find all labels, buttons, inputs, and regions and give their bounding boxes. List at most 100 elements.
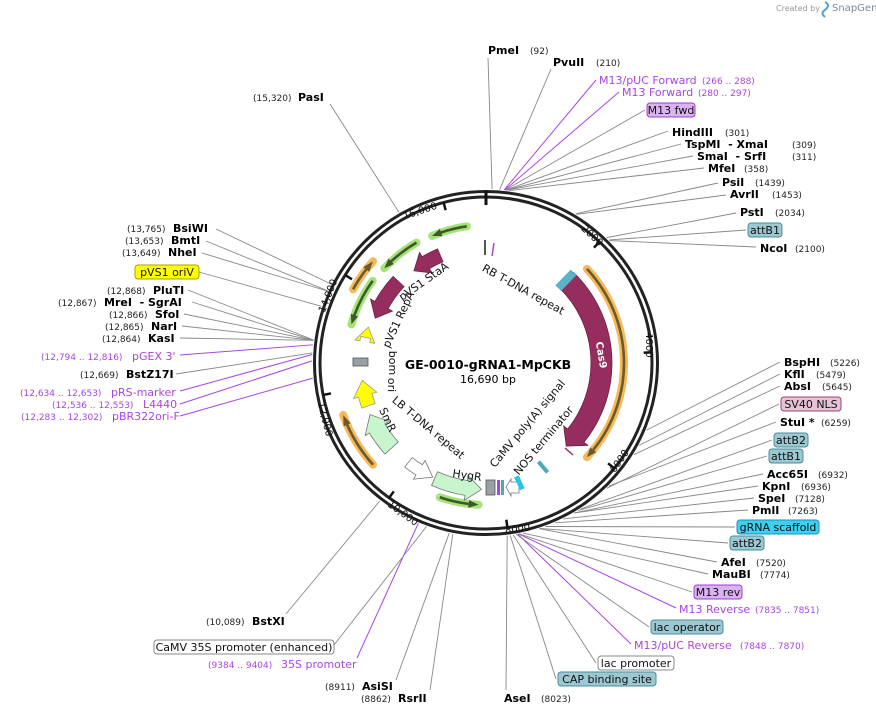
smr-arrow[interactable] — [364, 414, 399, 455]
primer[interactable]: pRS-marker (12,634 .. 12,653) — [20, 386, 176, 399]
restriction-site[interactable]: PmeI (92) — [488, 44, 548, 57]
enzyme-name[interactable]: NcoI — [760, 242, 787, 255]
restriction-site[interactable]: KasI (12,864) — [102, 332, 175, 345]
enzyme-name[interactable]: BstXI — [252, 615, 285, 628]
primer[interactable]: M13/pUC Forward (266 .. 288) — [599, 74, 755, 87]
enzyme-name[interactable]: AbsI — [784, 380, 811, 393]
enzyme-name[interactable]: PstI — [740, 206, 764, 219]
feature-box-label[interactable]: CAP binding site — [562, 673, 652, 686]
restriction-site[interactable]: NheI (13,649) — [122, 246, 197, 259]
restriction-site[interactable]: MauBI (7774) — [712, 568, 790, 581]
feature-box[interactable]: SV40 NLS — [780, 396, 842, 412]
restriction-site[interactable]: Acc65I (6932) — [767, 468, 848, 481]
enzyme-name[interactable]: RsrII — [398, 692, 427, 705]
enzyme-name[interactable]: BsiWI — [173, 222, 208, 235]
feature-box-label[interactable]: attB2 — [776, 434, 806, 447]
restriction-site[interactable]: HindIII (301) — [672, 126, 749, 139]
feature-box[interactable]: attB2 — [773, 432, 809, 448]
feature-label[interactable]: bom — [386, 351, 399, 375]
primer-name[interactable]: 35S promoter — [281, 658, 357, 671]
pvs1-repa-arrow[interactable] — [369, 275, 405, 319]
orf-arc-top[interactable] — [428, 222, 471, 240]
orf-arc-left[interactable] — [347, 276, 377, 329]
orf-arc-upper-left[interactable] — [380, 238, 421, 273]
enzyme-name[interactable]: MfeI — [708, 162, 735, 175]
feature-box-label[interactable]: M13 rev — [696, 586, 741, 599]
enzyme-name[interactable]: PluTI — [153, 284, 184, 297]
feature-box[interactable]: attB1 — [747, 222, 783, 238]
primer-name[interactable]: M13/pUC Reverse — [634, 639, 732, 652]
orf-arc-bottom[interactable] — [435, 493, 483, 509]
primer[interactable]: L4440 (12,536 .. 12,553) — [52, 398, 177, 411]
primer-name[interactable]: pGEX 3' — [132, 350, 176, 363]
pvs1-staa-arrow[interactable] — [413, 248, 444, 274]
restriction-site[interactable]: PmlI (7263) — [752, 504, 818, 517]
ori-arrow[interactable] — [352, 379, 378, 409]
restriction-site[interactable]: AfeI (7520) — [721, 556, 786, 569]
restriction-site[interactable]: MfeI (358) — [708, 162, 768, 175]
enzyme-name[interactable]: KpnI — [762, 480, 790, 493]
primer[interactable]: M13 Reverse (7835 .. 7851) — [679, 603, 819, 616]
primer-name[interactable]: M13 Forward — [622, 86, 693, 99]
feature-box[interactable]: attB2 — [729, 535, 765, 551]
restriction-site[interactable]: BsiWI (13,765) — [127, 222, 208, 235]
enzyme-name[interactable]: PmeI — [488, 44, 519, 57]
enzyme-name[interactable]: KflI — [784, 368, 805, 381]
restriction-site[interactable]: KflI (5479) — [784, 368, 846, 381]
feature-box-label[interactable]: attB2 — [732, 537, 762, 550]
enzyme-name[interactable]: Acc65I — [767, 468, 808, 481]
restriction-site[interactable]: NcoI (2100) — [760, 242, 825, 255]
enzyme-name[interactable]: TspMI - XmaI — [685, 138, 768, 151]
restriction-site[interactable]: BstXI (10,089) — [206, 615, 285, 628]
restriction-site[interactable]: PluTI (12,868) — [107, 284, 184, 297]
enzyme-name[interactable]: SmaI - SrfI — [697, 150, 766, 163]
feature-box-label[interactable]: gRNA scaffold — [740, 521, 817, 534]
enzyme-name[interactable]: StuI * — [780, 416, 815, 429]
feature-box[interactable]: lac operator — [650, 619, 724, 635]
pvs1-oriv-block[interactable] — [354, 326, 376, 344]
feature-box-label[interactable]: attB1 — [771, 450, 801, 463]
feature-box[interactable]: attB1 — [768, 448, 804, 464]
primer-name[interactable]: pRS-marker — [111, 386, 176, 399]
primer-name[interactable]: L4440 — [143, 398, 177, 411]
primer[interactable]: 35S promoter (9384 .. 9404) — [208, 658, 357, 671]
enzyme-name[interactable]: NheI — [168, 246, 197, 259]
primer[interactable]: pBR322ori-F (12,283 .. 12,302) — [21, 410, 180, 423]
feature-label[interactable]: HygR — [452, 467, 483, 484]
primer[interactable]: pGEX 3' (12,794 .. 12,816) — [41, 350, 176, 363]
feature-box-label[interactable]: CaMV 35S promoter (enhanced) — [156, 641, 333, 654]
feature-box-label[interactable]: lac promoter — [601, 657, 672, 670]
lb-white-arrow[interactable] — [404, 456, 434, 480]
restriction-site[interactable]: BstZ17I (12,669) — [80, 368, 174, 381]
restriction-site[interactable]: AbsI (5645) — [784, 380, 852, 393]
enzyme-name[interactable]: SfoI — [155, 308, 179, 321]
feature-box-label[interactable]: pVS1 oriV — [140, 266, 194, 279]
enzyme-name[interactable]: PvuII — [553, 56, 584, 69]
feature-label[interactable]: RB T-DNA repeat — [480, 262, 567, 318]
orf-arc-orange-left[interactable] — [349, 257, 378, 294]
restriction-site[interactable]: AsiSI (8911) — [325, 680, 393, 693]
feature-box[interactable]: CAP binding site — [557, 671, 657, 687]
snapgene-watermark[interactable]: Created by SnapGene — [776, 1, 876, 18]
enzyme-name[interactable]: BspHI — [784, 356, 820, 369]
primer-name[interactable]: M13 Reverse — [679, 603, 750, 616]
cas9-orf-arc[interactable] — [582, 264, 628, 462]
enzyme-name[interactable]: KasI — [148, 332, 175, 345]
enzyme-name[interactable]: AseI — [504, 692, 531, 705]
feature-label[interactable]: Cas9 — [593, 341, 609, 370]
feature-box[interactable]: gRNA scaffold — [736, 519, 820, 535]
feature-box[interactable]: pVS1 oriV — [134, 264, 200, 280]
primer-name[interactable]: pBR322ori-F — [112, 410, 180, 423]
primer-name[interactable]: M13/pUC Forward — [599, 74, 697, 87]
feature-label[interactable]: ori — [385, 378, 398, 392]
restriction-site[interactable]: PvuII (210) — [553, 56, 620, 69]
enzyme-name[interactable]: BmtI — [171, 234, 200, 247]
feature-box[interactable]: M13 rev — [693, 584, 743, 600]
restriction-site[interactable]: AvrII (1453) — [730, 188, 802, 201]
enzyme-name[interactable]: MauBI — [712, 568, 751, 581]
enzyme-name[interactable]: MreI - SgrAI — [104, 296, 182, 309]
orf-arc-orange-lower-left[interactable] — [339, 410, 378, 469]
hygr-arrow[interactable] — [430, 471, 483, 502]
enzyme-name[interactable]: AfeI — [721, 556, 746, 569]
restriction-site[interactable]: RsrII (8862) — [361, 692, 427, 705]
